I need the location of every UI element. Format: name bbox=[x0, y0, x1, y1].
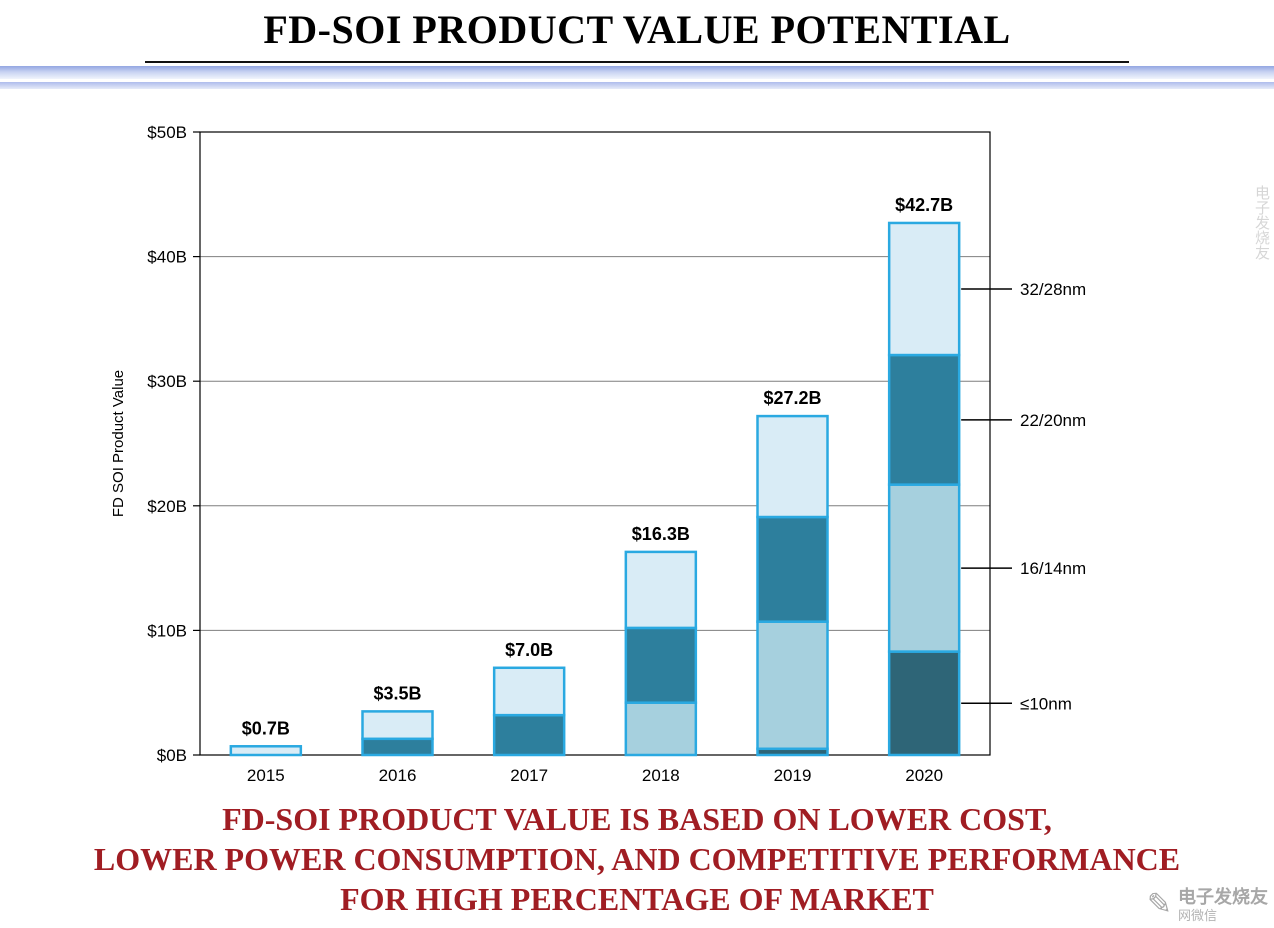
bar-segment bbox=[361, 710, 434, 741]
decorative-band-bottom bbox=[0, 82, 1274, 89]
bar-total-label: $3.5B bbox=[373, 683, 421, 703]
watermark-sub: 网微信 bbox=[1178, 908, 1218, 924]
footer-line-3: FOR HIGH PERCENTAGE OF MARKET bbox=[340, 881, 934, 917]
bar-total-label: $27.2B bbox=[763, 388, 821, 408]
bar-segment bbox=[492, 713, 566, 757]
x-tick-label: 2016 bbox=[379, 766, 417, 785]
bar-segment bbox=[492, 666, 566, 717]
decorative-band-top bbox=[0, 66, 1274, 79]
watermark-side: 电子发烧友 bbox=[1253, 185, 1270, 260]
x-tick-label: 2015 bbox=[247, 766, 285, 785]
annotation-label: 32/28nm bbox=[1020, 280, 1086, 299]
bar-segment bbox=[887, 650, 961, 757]
title-underline bbox=[145, 61, 1129, 63]
bar-total-label: $16.3B bbox=[632, 524, 690, 544]
annotation-label: 16/14nm bbox=[1020, 559, 1086, 578]
stacked-bar-chart: $0B $10B $20B $30B $40B $50B FD SOI Product Va… bbox=[110, 123, 1086, 785]
y-axis-title: FD SOI Product Value bbox=[110, 370, 127, 517]
bar-total-label: $7.0B bbox=[505, 640, 553, 660]
bar-segment bbox=[229, 745, 303, 757]
x-tick-label: 2019 bbox=[774, 766, 812, 785]
x-tick-label: 2020 bbox=[905, 766, 943, 785]
bar-segment bbox=[624, 626, 698, 704]
bar-total-label: $0.7B bbox=[242, 718, 290, 738]
watermark: ✎ 电子发烧友 网微信 bbox=[1147, 887, 1268, 924]
bar-segment bbox=[887, 483, 961, 653]
y-tick-label: $20B bbox=[147, 497, 187, 516]
bar-segment bbox=[756, 620, 829, 751]
footer-text: FD-SOI PRODUCT VALUE IS BASED ON LOWER C… bbox=[0, 799, 1274, 919]
y-tick-label: $50B bbox=[147, 123, 187, 142]
y-tick-label: $30B bbox=[147, 372, 187, 391]
bar-segment bbox=[624, 701, 698, 757]
y-tick-label: $0B bbox=[157, 746, 187, 765]
y-tick-label: $10B bbox=[147, 621, 187, 640]
annotation-label: 22/20nm bbox=[1020, 411, 1086, 430]
footer-line-1: FD-SOI PRODUCT VALUE IS BASED ON LOWER C… bbox=[222, 801, 1052, 837]
bar-segment bbox=[624, 550, 698, 630]
x-tick-label: 2017 bbox=[510, 766, 548, 785]
bar-total-label: $42.7B bbox=[895, 195, 953, 215]
watermark-text: 电子发烧友 网微信 bbox=[1178, 887, 1268, 924]
y-tick-label: $40B bbox=[147, 248, 187, 267]
page-title: FD-SOI PRODUCT VALUE POTENTIAL bbox=[263, 7, 1011, 52]
bar-segment bbox=[756, 515, 829, 623]
plot-border bbox=[199, 131, 991, 756]
x-tick-label: 2018 bbox=[642, 766, 680, 785]
watermark-brand: 电子发烧友 bbox=[1178, 886, 1268, 907]
bar-segment bbox=[756, 414, 829, 519]
footer-line-2: LOWER POWER CONSUMPTION, AND COMPETITIVE… bbox=[93, 841, 1181, 877]
pen-icon: ✎ bbox=[1146, 888, 1172, 922]
annotation-label: ≤10nm bbox=[1020, 694, 1072, 713]
bar-segment bbox=[361, 737, 434, 757]
bar-segment bbox=[887, 353, 961, 486]
bar-segment bbox=[887, 221, 961, 357]
